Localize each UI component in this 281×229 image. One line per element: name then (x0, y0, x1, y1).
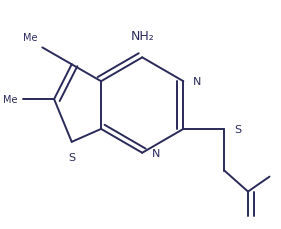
Text: Me: Me (23, 33, 37, 43)
Text: N: N (152, 148, 160, 158)
Text: N: N (193, 77, 201, 87)
Text: S: S (234, 124, 241, 134)
Text: S: S (68, 152, 75, 162)
Text: NH₂: NH₂ (130, 30, 154, 43)
Text: Me: Me (3, 95, 18, 105)
